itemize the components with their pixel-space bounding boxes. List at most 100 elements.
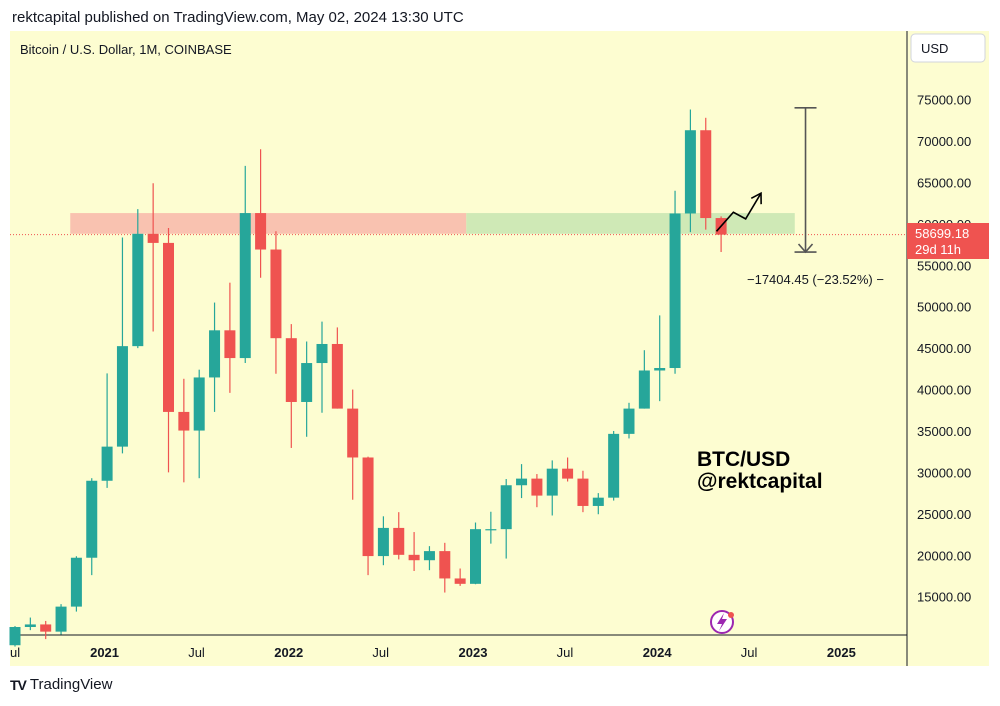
candle-body [623, 408, 635, 434]
time-tick-label: 2022 [274, 645, 303, 660]
time-scale: ul 2021 Jul 2022 Jul 2023 Jul 2024 Jul 2025 [10, 645, 856, 660]
candle-body [393, 527, 405, 555]
candle-2020-09 [40, 620, 52, 640]
candle-body [592, 497, 604, 506]
projection-arrow[interactable] [715, 191, 762, 232]
candle-2023-06 [546, 460, 558, 516]
watermark-pair: BTC/USD [697, 448, 790, 471]
candle-body [209, 330, 221, 378]
candle-body [485, 529, 497, 531]
currency-button-frame[interactable] [910, 33, 986, 63]
last-price-countdown: 29d 11h [915, 242, 961, 257]
candle-2024-01 [654, 315, 666, 402]
time-tick-label: Jul [557, 645, 574, 660]
price-tick-label: 65000.00 [917, 175, 971, 190]
time-tick-label: 2021 [90, 645, 119, 660]
price-tick-label: 55000.00 [917, 258, 971, 273]
candle-body [454, 578, 466, 584]
candle-2024-04 [700, 117, 712, 230]
candle-body [562, 468, 574, 479]
candle-body [516, 478, 528, 486]
time-tick-label: Jul [372, 645, 389, 660]
price-tick-label: 25000.00 [917, 507, 971, 522]
last-price-box [907, 223, 989, 259]
candle-body [270, 249, 282, 339]
candles-layer [9, 109, 727, 647]
publish-header: rektcapital published on TradingView.com… [12, 9, 464, 26]
candle-2023-01 [470, 522, 481, 585]
projection-arrowhead [750, 191, 762, 205]
price-axis-background [907, 31, 989, 666]
candle-body [132, 233, 144, 347]
price-tick-label: 70000.00 [917, 134, 971, 149]
candle-body [577, 478, 589, 506]
candle-2021-02 [116, 237, 128, 454]
candle-2023-02 [485, 511, 497, 544]
currency-button[interactable]: USD [910, 33, 986, 63]
candle-2022-08 [393, 512, 405, 560]
candle-body [193, 377, 205, 431]
candle-2022-02 [301, 341, 313, 437]
candle-body [423, 551, 435, 561]
measure-label: −17404.45 (−23.52%) − [747, 272, 884, 287]
candle-body [9, 626, 21, 646]
candle-2022-04 [331, 327, 343, 409]
candle-body [55, 606, 67, 632]
price-tick-label: 50000.00 [917, 300, 971, 315]
watermark-author: @rektcapital [697, 470, 823, 493]
candle-body [255, 213, 267, 250]
candle-2021-05 [163, 227, 174, 473]
candle-body [700, 130, 712, 219]
time-tick-label: 2024 [643, 645, 673, 660]
measure-tool[interactable]: −17404.45 (−23.52%) − [747, 107, 884, 287]
price-tick-label: 15000.00 [917, 590, 971, 605]
candle-2022-09 [408, 532, 420, 571]
candle-body [70, 557, 82, 607]
candle-body [331, 343, 343, 409]
candle-2021-01 [101, 373, 113, 488]
candle-body [163, 242, 174, 412]
candle-body [500, 485, 512, 530]
candle-2024-02 [669, 190, 681, 374]
candle-body [377, 527, 389, 557]
candle-2021-12 [270, 231, 282, 374]
candle-2021-03 [132, 209, 144, 349]
candle-2021-10 [239, 165, 251, 364]
price-tick-label: 35000.00 [917, 424, 971, 439]
candle-2023-04 [516, 464, 528, 499]
currency-label: USD [921, 41, 948, 56]
price-tick-label: 20000.00 [917, 548, 971, 563]
candle-body [684, 130, 696, 214]
candle-2021-07 [193, 369, 205, 479]
zone-support [466, 213, 795, 234]
candle-2022-06 [362, 456, 374, 576]
candle-2021-08 [209, 302, 221, 412]
candle-body [24, 624, 36, 627]
chart-background [10, 31, 907, 635]
candle-2022-12 [454, 568, 466, 586]
symbol-description: Bitcoin / U.S. Dollar, 1M, COINBASE [20, 42, 232, 57]
price-tick-label: 75000.00 [917, 93, 971, 108]
tradingview-logo-icon: TV [10, 676, 27, 693]
candle-2024-03 [684, 109, 696, 233]
candle-body [608, 433, 620, 498]
candle-body [40, 624, 52, 632]
candle-body [178, 411, 190, 431]
candle-2021-09 [224, 282, 236, 393]
projection-path [715, 192, 762, 232]
candle-2022-10 [423, 546, 435, 571]
candle-body [531, 478, 543, 496]
candle-body [86, 480, 98, 558]
candle-2022-11 [439, 542, 451, 593]
lightning-icon[interactable] [710, 610, 734, 634]
candle-body [101, 446, 113, 481]
price-tick-label: 45000.00 [917, 341, 971, 356]
candle-body [239, 213, 251, 359]
candle-body [301, 363, 313, 402]
time-tick-label: ul [10, 645, 20, 660]
candle-body [116, 346, 128, 447]
candle-2022-05 [347, 389, 359, 500]
candle-2020-08 [24, 617, 36, 631]
candle-body [316, 343, 328, 364]
